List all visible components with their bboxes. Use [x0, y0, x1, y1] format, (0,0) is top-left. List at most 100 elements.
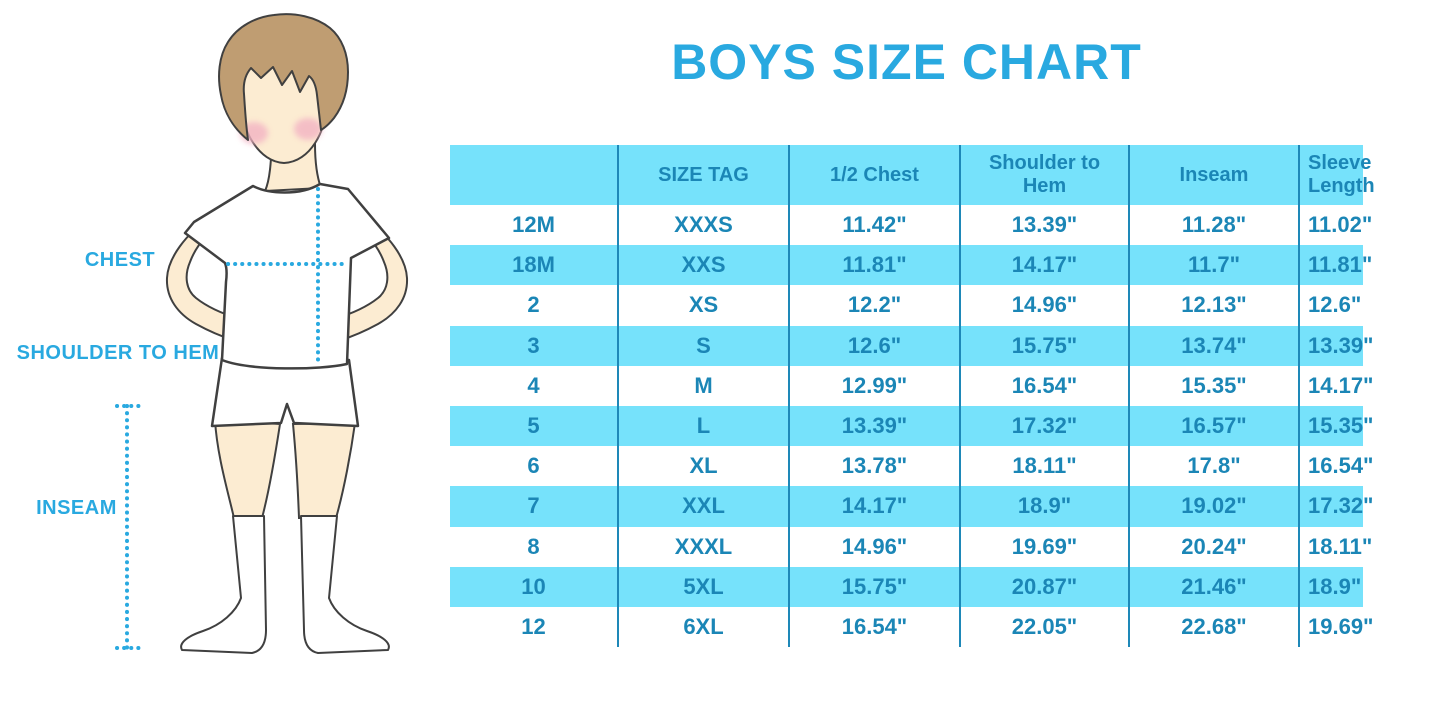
measurement-lines: [115, 187, 347, 650]
size-cell: 3: [527, 332, 540, 358]
measurement-cell: 15.75": [788, 566, 960, 607]
measurement-cell: 18.11": [959, 446, 1129, 487]
table-row: 8 XXXL 14.96" 19.69" 20.24" 18.11": [450, 526, 1372, 567]
measurement-cell: 14.96": [959, 285, 1129, 326]
measurement-cell: 13.39": [788, 405, 960, 447]
size-cell: 6: [527, 453, 540, 479]
measurement-cell: 19.69": [959, 526, 1129, 567]
measurement-cell: 15.35": [1298, 405, 1373, 447]
right-sock: [300, 515, 390, 654]
table-row: 5 L 13.39" 17.32" 16.57" 15.35": [450, 405, 1373, 447]
size-cell: 2: [527, 292, 540, 318]
table-row: 4 M 12.99" 16.54" 15.35" 14.17": [450, 365, 1373, 406]
measurement-cell: 20.24": [1128, 526, 1299, 567]
header-row: SIZE TAG 1/2 Chest Shoulder to Hem Inseam Sl…: [450, 145, 1375, 205]
measurement-cell: 19.02": [1128, 486, 1299, 527]
measurement-cell: 15.75": [959, 325, 1129, 366]
measurement-cell: 13.78": [788, 446, 960, 487]
size-cell: 4: [527, 372, 540, 398]
measurement-cell: 18.9": [1298, 566, 1363, 607]
measurement-cell: 5XL: [617, 566, 789, 607]
size-cell: 12: [521, 613, 546, 639]
shoulder-to-hem-label: SHOULDER TO HEM: [16, 342, 220, 364]
measurement-cell: XXS: [617, 245, 789, 286]
measurement-cell: L: [617, 405, 789, 447]
size-cell: 18M: [512, 252, 555, 278]
column-header: 1/2 Chest: [788, 145, 960, 205]
measurement-cell: 16.57": [1128, 405, 1299, 447]
size-table-head: SIZE TAG 1/2 Chest Shoulder to Hem Inseam Sl…: [450, 145, 1375, 205]
page-title: BOYS SIZE CHART: [671, 34, 1142, 90]
size-cell: 5: [527, 413, 540, 439]
t-shirt: [183, 182, 391, 370]
measurement-cell: 22.68": [1128, 606, 1299, 648]
size-cell: 8: [527, 533, 540, 559]
measurement-cell: 20.87": [959, 566, 1129, 607]
measurement-cell: 11.42": [788, 205, 960, 246]
measurement-cell: 14.17": [788, 486, 960, 527]
column-header: Sleeve Length: [1298, 145, 1375, 205]
measurement-cell: 6XL: [617, 606, 789, 648]
measurement-cell: 15.35": [1128, 365, 1299, 406]
measurement-cell: 21.46": [1128, 566, 1299, 607]
measurement-cell: 13.39": [959, 205, 1129, 246]
column-header: SIZE TAG: [617, 145, 789, 205]
table-row: 18M XXS 11.81" 14.17" 11.7" 11.81": [450, 245, 1372, 286]
measurement-cell: 12.2": [788, 285, 960, 326]
measurement-cell: XXL: [617, 486, 789, 527]
measurement-cell: 13.39": [1298, 325, 1373, 366]
table-row: 10 5XL 15.75" 20.87" 21.46" 18.9": [450, 566, 1363, 607]
measurement-cell: 14.17": [959, 245, 1129, 286]
measurement-cell: M: [617, 365, 789, 406]
boy-figure-illustration: [115, 13, 409, 654]
right-cheek: [294, 118, 322, 140]
measurement-cell: 16.54": [959, 365, 1129, 406]
measurement-cell: 12.99": [788, 365, 960, 406]
measurement-cell: XXXL: [617, 526, 789, 567]
table-row: 7 XXL 14.17" 18.9" 19.02" 17.32": [450, 486, 1373, 527]
measurement-cell: 11.28": [1128, 205, 1299, 246]
table-row: 12M XXXS 11.42" 13.39" 11.28" 11.02": [450, 205, 1372, 246]
measurement-cell: 12.6": [788, 325, 960, 366]
hair: [218, 13, 349, 141]
measurement-cell: 14.17": [1298, 365, 1373, 406]
right-leg: [291, 421, 357, 519]
table-row: 12 6XL 16.54" 22.05" 22.68" 19.69": [450, 606, 1373, 648]
measurement-cell: XS: [617, 285, 789, 326]
measurement-cell: 16.54": [788, 606, 960, 648]
column-header: Inseam: [1128, 145, 1299, 205]
size-cell: 10: [521, 573, 546, 599]
boys-size-table: SIZE TAG 1/2 Chest Shoulder to Hem Inseam Sl…: [450, 145, 1375, 648]
measurement-cell: 11.81": [1298, 245, 1372, 286]
measurement-cell: 16.54": [1298, 446, 1373, 487]
measurement-cell: S: [617, 325, 789, 366]
size-cell: 12M: [512, 212, 555, 238]
measurement-cell: XL: [617, 446, 789, 487]
measurement-cell: 14.96": [788, 526, 960, 567]
table-row: 2 XS 12.2" 14.96" 12.13" 12.6": [450, 285, 1363, 326]
size-table-body: 12M XXXS 11.42" 13.39" 11.28" 11.02" 18M XXS 11.…: [450, 205, 1373, 648]
measurement-cell: 12.6": [1298, 285, 1363, 326]
measurement-cell: 18.9": [959, 486, 1129, 527]
measurement-cell: 19.69": [1298, 606, 1373, 648]
shorts: [210, 356, 360, 428]
measurement-cell: 17.32": [1298, 486, 1373, 527]
inseam-label: INSEAM: [36, 497, 117, 519]
measurement-cell: 11.02": [1298, 205, 1372, 246]
measurement-cell: 11.81": [788, 245, 960, 286]
chest-label: CHEST: [84, 249, 156, 271]
measurement-cell: 11.7": [1128, 245, 1299, 286]
size-cell: 7: [527, 493, 540, 519]
measurement-cell: XXXS: [617, 205, 789, 246]
measurement-cell: 22.05": [959, 606, 1129, 648]
measurement-cell: 13.74": [1128, 325, 1299, 366]
measurement-cell: 18.11": [1298, 526, 1372, 567]
table-row: 6 XL 13.78" 18.11" 17.8" 16.54": [450, 446, 1373, 487]
measurement-cell: 17.32": [959, 405, 1129, 447]
column-header: [450, 145, 618, 205]
table-row: 3 S 12.6" 15.75" 13.74" 13.39": [450, 325, 1373, 366]
column-header: Shoulder to Hem: [959, 145, 1129, 205]
measurement-cell: 12.13": [1128, 285, 1299, 326]
left-leg: [213, 418, 282, 519]
